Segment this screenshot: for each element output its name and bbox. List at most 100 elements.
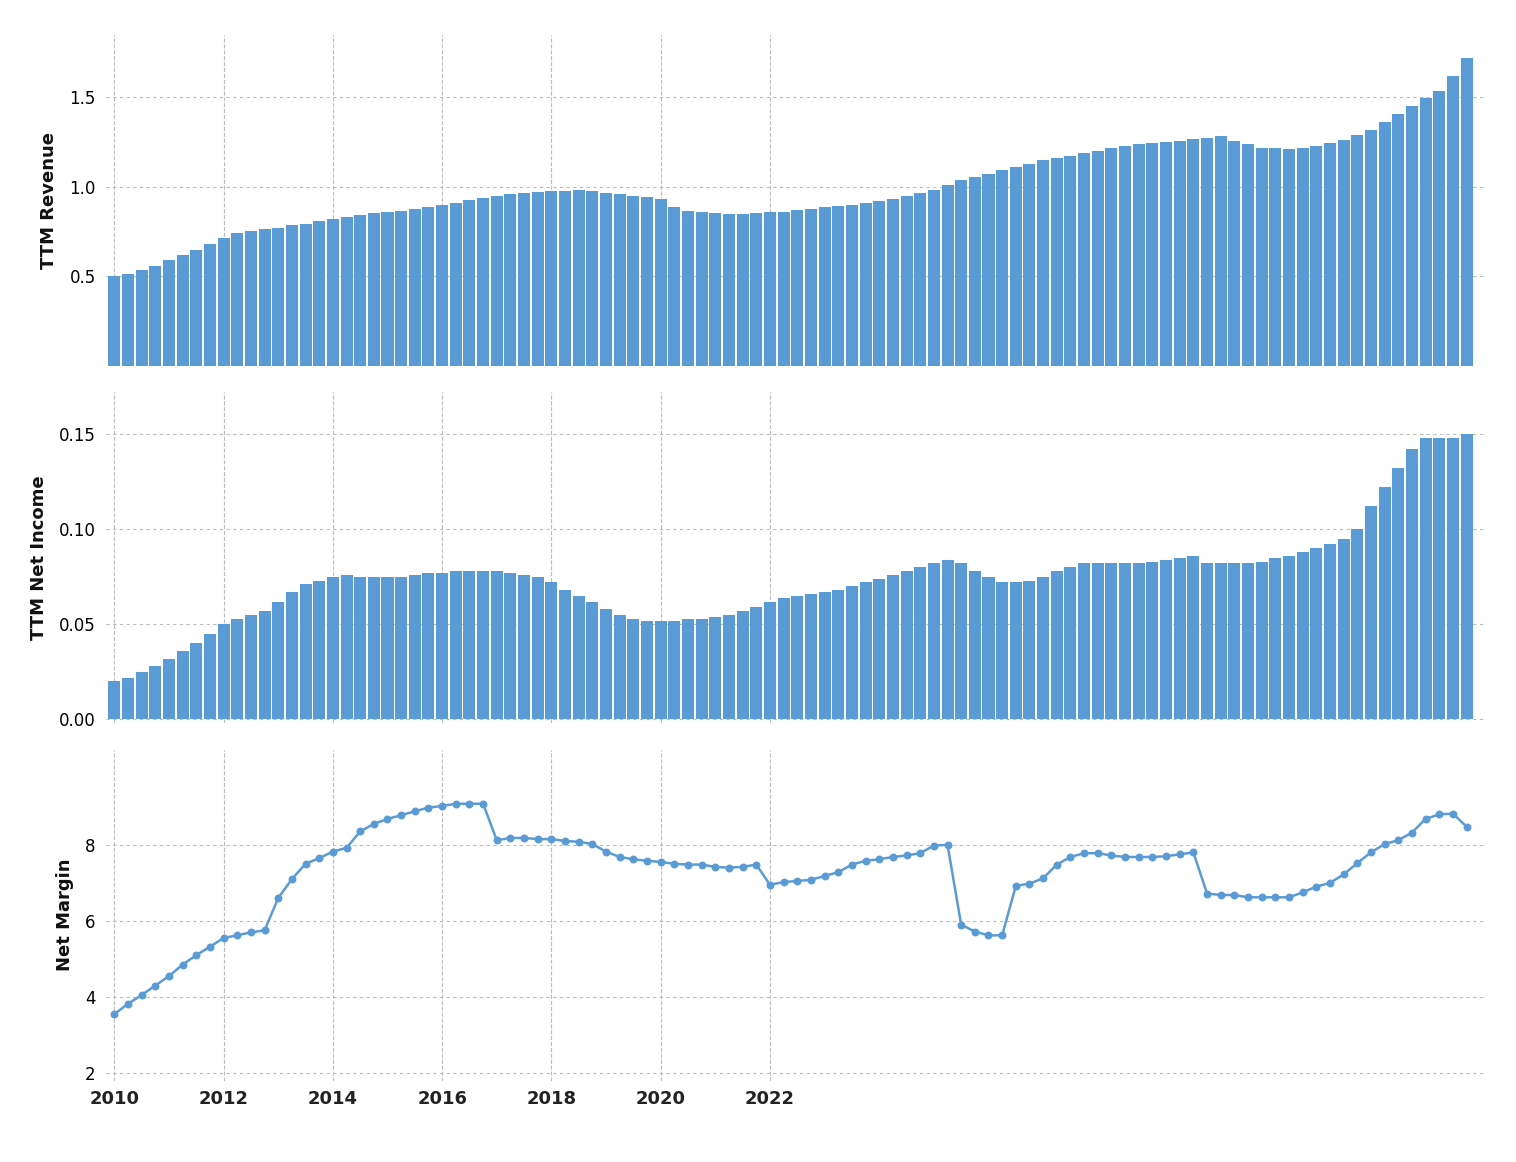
Bar bbox=[1446, 438, 1458, 719]
Point bbox=[1290, 883, 1314, 902]
Bar bbox=[559, 590, 572, 719]
Bar bbox=[423, 573, 435, 719]
Point bbox=[1058, 848, 1082, 867]
Bar bbox=[409, 575, 421, 719]
Y-axis label: Net Margin: Net Margin bbox=[56, 859, 74, 971]
Bar bbox=[873, 579, 885, 719]
Point bbox=[1263, 888, 1287, 906]
Bar bbox=[737, 214, 749, 366]
Point bbox=[444, 795, 468, 813]
Bar bbox=[259, 229, 270, 366]
Bar bbox=[505, 573, 517, 719]
Bar bbox=[682, 618, 694, 719]
Point bbox=[553, 832, 578, 851]
Bar bbox=[669, 207, 681, 366]
Bar bbox=[162, 659, 174, 719]
Bar bbox=[805, 209, 817, 366]
Point bbox=[170, 955, 194, 974]
Bar bbox=[996, 170, 1008, 366]
Bar bbox=[955, 180, 967, 366]
Bar bbox=[491, 196, 503, 366]
Bar bbox=[518, 193, 531, 366]
Point bbox=[211, 928, 235, 947]
Bar bbox=[914, 567, 926, 719]
Bar bbox=[273, 602, 283, 719]
Bar bbox=[409, 209, 421, 366]
Point bbox=[799, 870, 823, 889]
Bar bbox=[478, 198, 490, 366]
Bar bbox=[1419, 438, 1431, 719]
Point bbox=[731, 858, 755, 876]
Point bbox=[567, 832, 591, 851]
Point bbox=[690, 855, 714, 874]
Bar bbox=[1214, 136, 1226, 366]
Point bbox=[485, 831, 509, 849]
Bar bbox=[1051, 571, 1063, 719]
Bar bbox=[791, 596, 803, 719]
Bar bbox=[832, 590, 844, 719]
Point bbox=[321, 842, 346, 861]
Bar bbox=[355, 215, 367, 366]
Bar bbox=[273, 228, 283, 366]
Bar bbox=[1092, 564, 1104, 719]
Bar bbox=[1092, 151, 1104, 366]
Bar bbox=[1023, 581, 1035, 719]
Bar bbox=[914, 193, 926, 366]
Point bbox=[349, 823, 373, 841]
Bar bbox=[205, 633, 215, 719]
Bar bbox=[805, 594, 817, 719]
Point bbox=[1222, 885, 1246, 904]
Bar bbox=[750, 214, 763, 366]
Point bbox=[949, 916, 973, 934]
Bar bbox=[628, 618, 640, 719]
Bar bbox=[218, 624, 229, 719]
Bar bbox=[1119, 564, 1131, 719]
Bar bbox=[135, 672, 147, 719]
Point bbox=[390, 805, 414, 824]
Point bbox=[594, 842, 619, 861]
Bar bbox=[108, 277, 120, 366]
Bar bbox=[176, 256, 188, 366]
Bar bbox=[1378, 487, 1390, 719]
Bar bbox=[655, 621, 667, 719]
Bar bbox=[232, 618, 243, 719]
Bar bbox=[1146, 561, 1158, 719]
Bar bbox=[1105, 564, 1117, 719]
Bar bbox=[791, 210, 803, 366]
Bar bbox=[1351, 136, 1363, 366]
Point bbox=[102, 1005, 126, 1024]
Bar bbox=[1023, 164, 1035, 366]
Bar bbox=[450, 202, 462, 366]
Bar bbox=[1187, 555, 1199, 719]
Bar bbox=[1010, 167, 1022, 366]
Bar bbox=[696, 213, 708, 366]
Point bbox=[1413, 810, 1437, 829]
Bar bbox=[218, 238, 229, 366]
Bar bbox=[1105, 149, 1117, 366]
Bar bbox=[628, 196, 640, 366]
Bar bbox=[819, 208, 831, 366]
Point bbox=[1358, 844, 1383, 862]
Bar bbox=[1283, 555, 1295, 719]
Bar bbox=[600, 609, 612, 719]
Point bbox=[649, 853, 673, 872]
Bar bbox=[1433, 91, 1445, 366]
Bar bbox=[341, 575, 353, 719]
Point bbox=[894, 846, 919, 865]
Point bbox=[115, 995, 139, 1013]
Bar bbox=[314, 581, 326, 719]
Point bbox=[1304, 877, 1328, 896]
Bar bbox=[1173, 141, 1186, 366]
Bar bbox=[191, 250, 202, 366]
Bar bbox=[1146, 143, 1158, 366]
Point bbox=[183, 946, 208, 964]
Bar bbox=[941, 560, 954, 719]
Bar bbox=[669, 621, 681, 719]
Bar bbox=[1283, 149, 1295, 366]
Point bbox=[240, 923, 264, 941]
Bar bbox=[396, 576, 408, 719]
Bar bbox=[641, 198, 653, 366]
Bar bbox=[1037, 160, 1049, 366]
Bar bbox=[368, 576, 381, 719]
Point bbox=[840, 855, 864, 874]
